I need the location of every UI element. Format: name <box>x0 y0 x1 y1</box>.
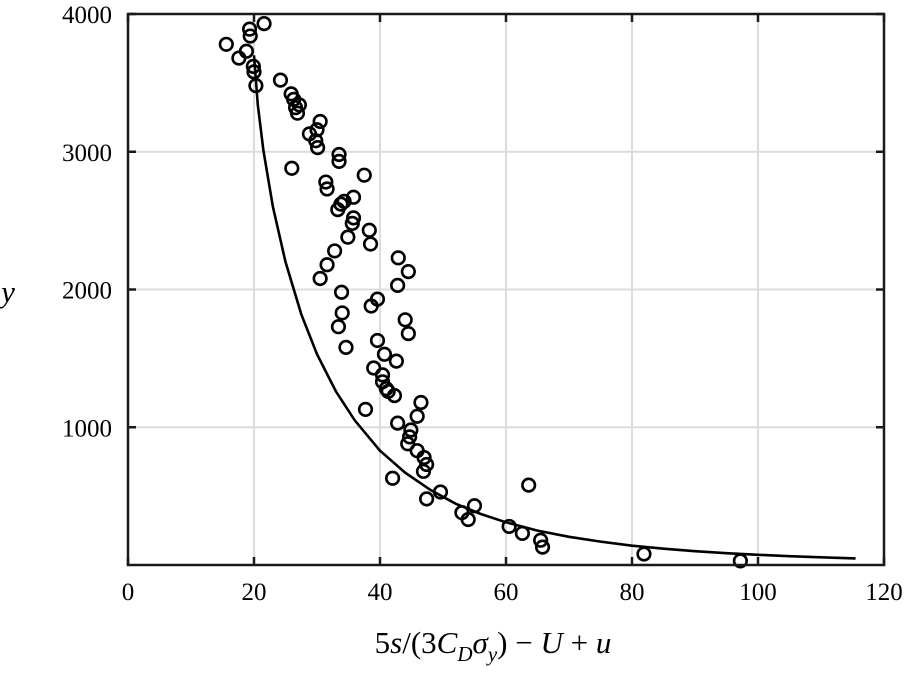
data-point <box>345 189 362 205</box>
data-point <box>344 215 360 231</box>
y-tick-label: 4000 <box>62 2 112 29</box>
data-points-layer <box>218 16 748 569</box>
y-tick-label: 2000 <box>62 278 112 305</box>
data-point <box>514 525 530 541</box>
data-point <box>521 477 537 493</box>
data-point <box>289 105 306 121</box>
data-point <box>331 153 347 169</box>
data-point <box>309 122 325 138</box>
data-point <box>246 64 262 80</box>
data-point <box>402 429 418 445</box>
data-point <box>245 58 261 74</box>
data-point <box>397 312 413 328</box>
data-point <box>330 319 347 335</box>
data-point <box>319 257 335 273</box>
y-tick-label: 3000 <box>62 140 112 167</box>
y-axis-label: y <box>0 274 15 309</box>
axis-ticks-layer <box>126 12 886 565</box>
data-point <box>361 222 377 238</box>
data-point <box>385 470 401 486</box>
data-point <box>466 498 483 514</box>
data-point <box>533 532 549 548</box>
data-point <box>357 401 374 417</box>
data-point <box>248 78 264 94</box>
data-point <box>291 97 307 113</box>
data-point <box>386 387 403 404</box>
x-tick-label: 120 <box>865 579 903 606</box>
data-point <box>312 113 328 130</box>
data-point <box>238 43 255 59</box>
x-tick-label: 100 <box>739 579 777 606</box>
data-point <box>376 346 393 362</box>
data-point <box>534 539 551 555</box>
x-axis-label: 5s/(3CDσy) − U + u <box>375 625 612 666</box>
data-point <box>390 250 406 266</box>
data-point <box>256 16 272 32</box>
x-tick-label: 0 <box>122 579 135 606</box>
x-tick-label: 80 <box>620 579 645 606</box>
data-point <box>366 360 382 376</box>
data-point <box>356 167 372 183</box>
tick-labels-layer: 0 20 40 60 80 100 120 1000 2000 3000 4000 <box>62 2 903 606</box>
data-point <box>363 298 379 314</box>
data-point <box>460 511 476 528</box>
data-point <box>419 491 435 507</box>
data-point <box>732 553 748 569</box>
data-point <box>400 325 416 342</box>
data-point <box>318 174 334 190</box>
data-point <box>388 353 404 369</box>
data-point <box>390 277 406 293</box>
data-point <box>308 133 324 149</box>
data-point <box>218 36 234 52</box>
data-point <box>338 339 354 355</box>
data-point <box>284 160 300 176</box>
data-point <box>369 332 386 349</box>
data-point <box>432 484 449 500</box>
data-point <box>327 243 343 259</box>
data-point <box>390 415 406 431</box>
data-point <box>333 284 350 300</box>
data-point <box>340 229 356 245</box>
data-point <box>241 21 258 37</box>
data-point <box>312 270 328 287</box>
data-point <box>400 263 416 280</box>
data-point <box>272 72 289 88</box>
data-point <box>319 181 335 197</box>
data-point <box>403 422 419 438</box>
data-point <box>334 305 350 321</box>
y-tick-label: 1000 <box>62 415 112 442</box>
x-tick-label: 40 <box>368 579 393 606</box>
data-point <box>331 146 347 163</box>
grid-layer <box>128 14 884 565</box>
x-tick-label: 60 <box>494 579 519 606</box>
data-point <box>310 140 326 156</box>
data-point <box>636 546 652 562</box>
data-point <box>409 408 425 424</box>
data-point <box>501 518 517 535</box>
data-point <box>362 236 379 252</box>
data-point <box>333 196 349 212</box>
data-point <box>242 28 258 44</box>
x-tick-label: 20 <box>242 579 267 606</box>
data-point <box>415 463 432 479</box>
data-point <box>413 394 429 411</box>
